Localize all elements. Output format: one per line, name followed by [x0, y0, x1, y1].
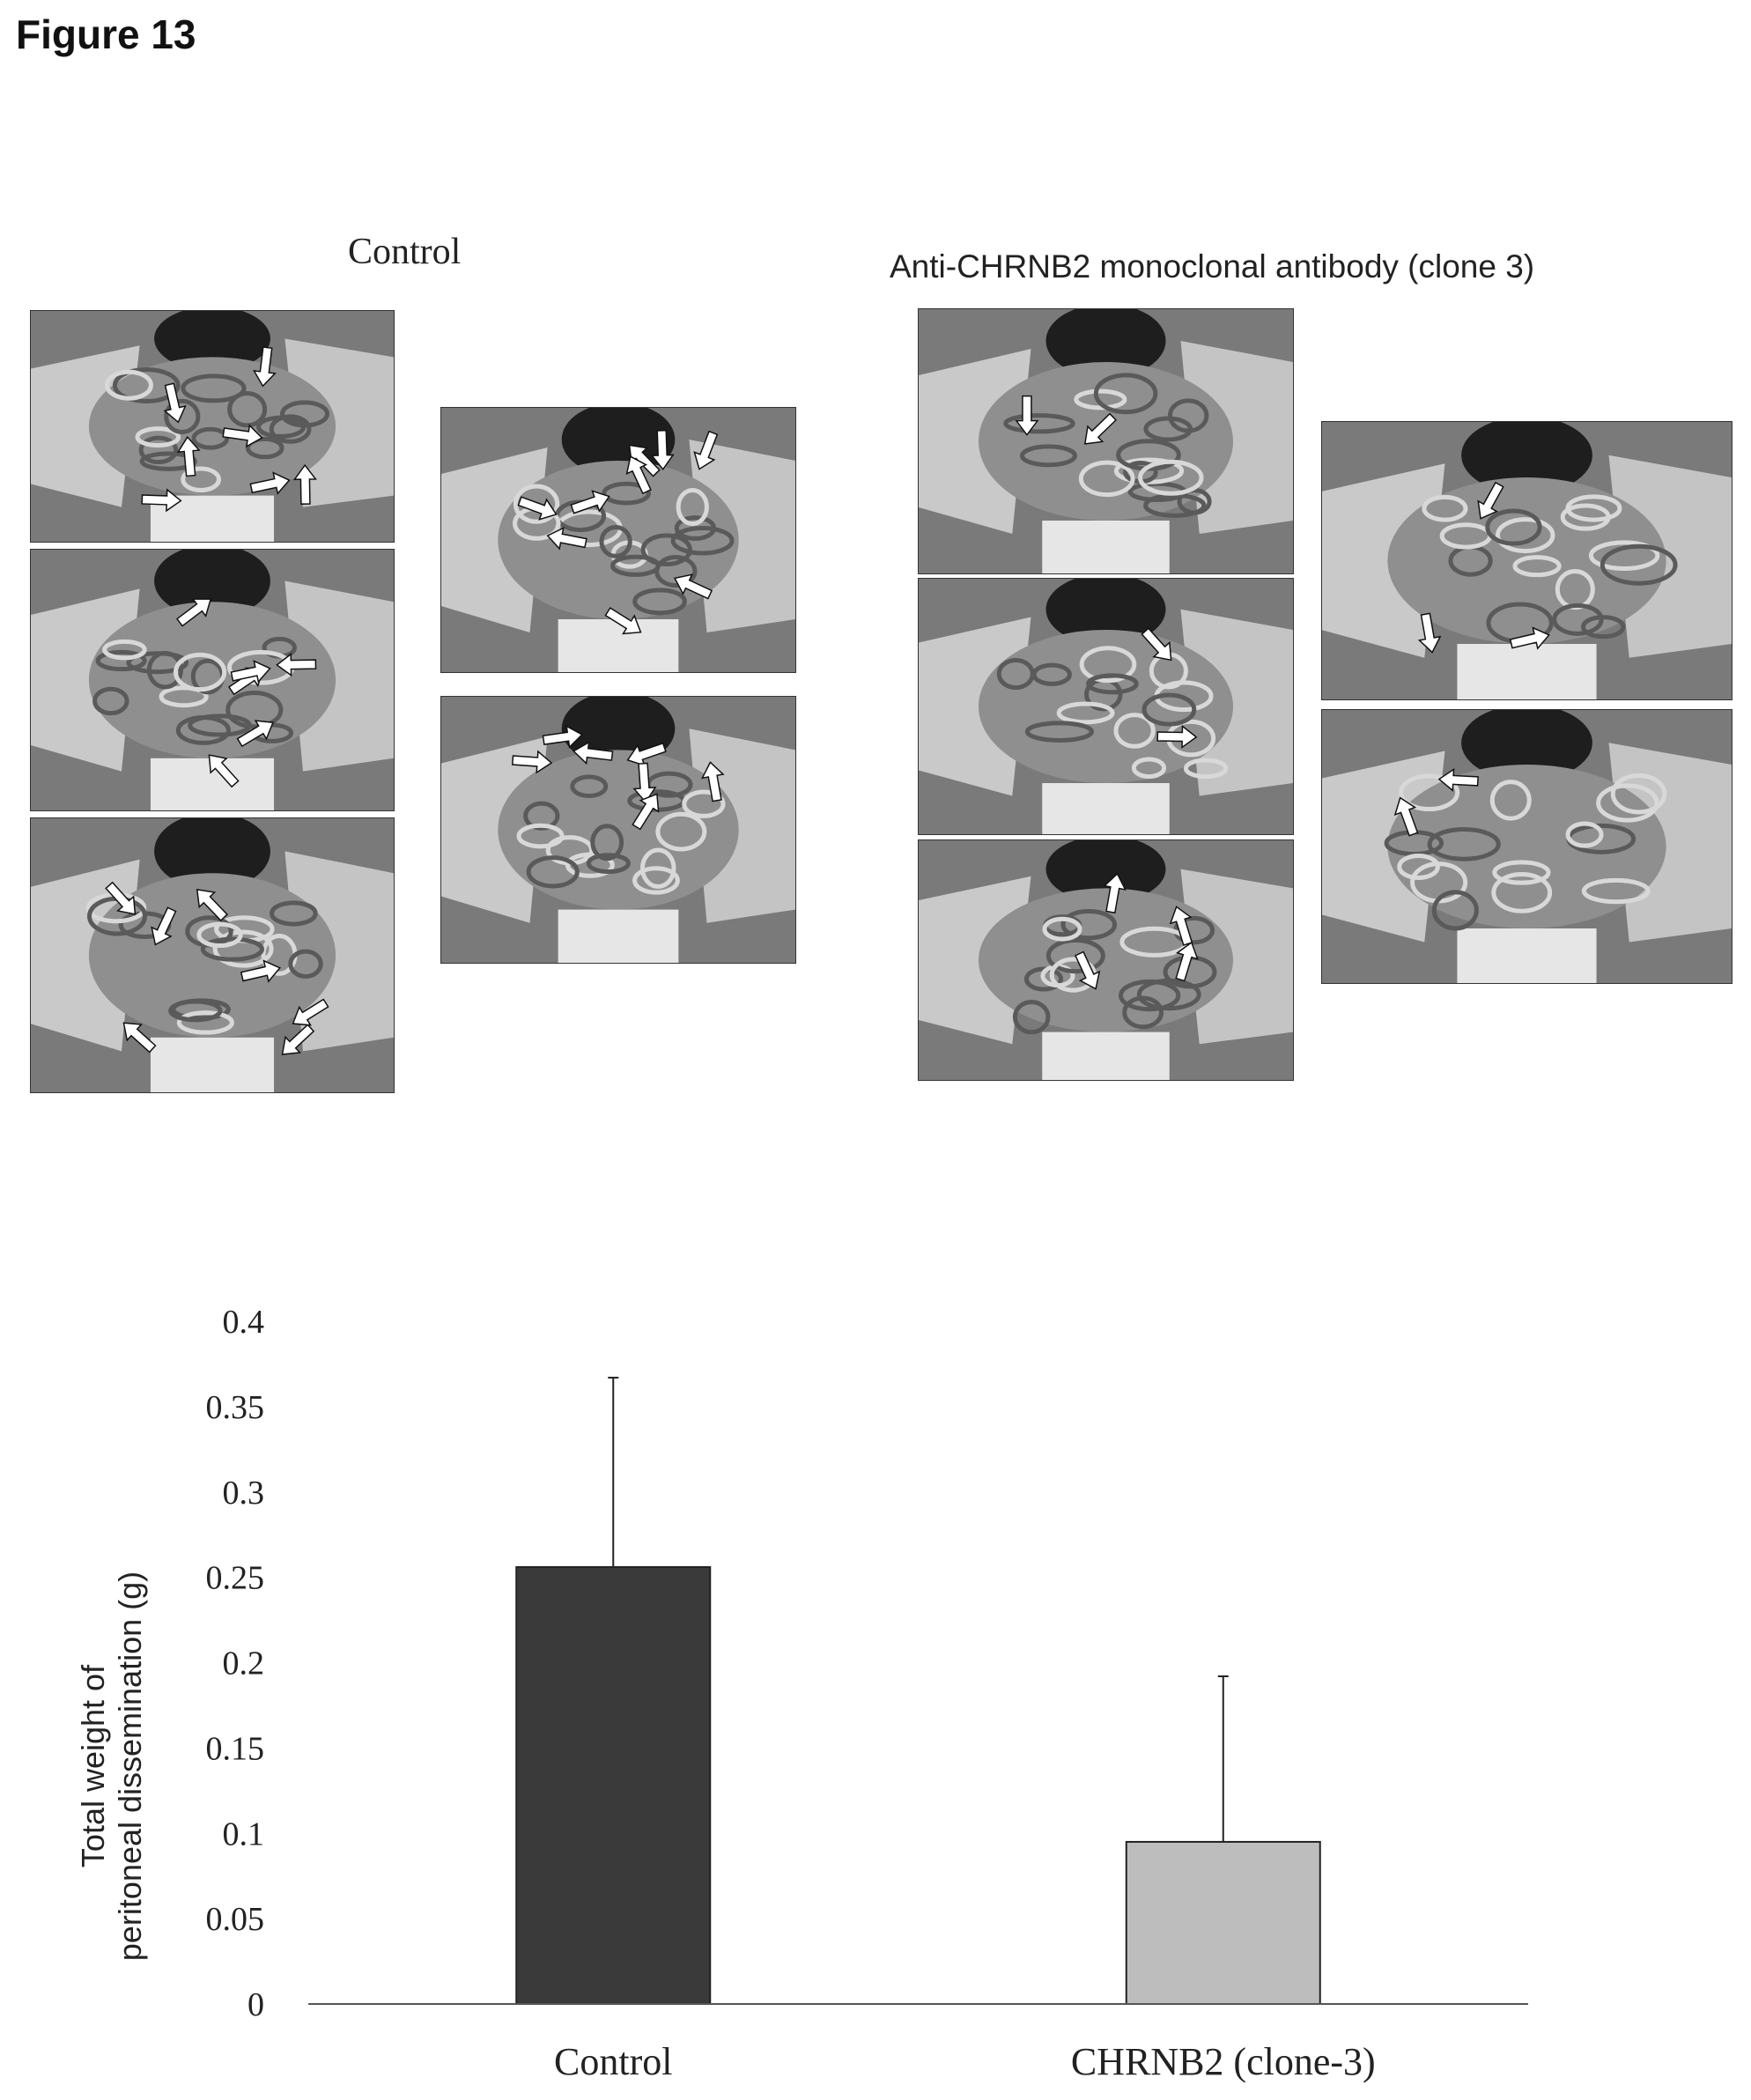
arrow-marker — [1141, 627, 1172, 662]
figure-title: Figure 13 — [16, 11, 196, 57]
antibody-photo-4 — [1321, 421, 1733, 700]
photo-graphic — [31, 311, 394, 542]
arrow-marker — [570, 490, 610, 514]
arrow-marker — [176, 435, 201, 477]
arrow-marker — [1074, 950, 1101, 990]
control-photo-4 — [440, 407, 796, 673]
arrow-marker — [105, 881, 137, 915]
arrow-marker — [1156, 724, 1198, 749]
arrow-marker — [1175, 941, 1199, 982]
arrow-marker — [151, 906, 177, 946]
x-category-label: Control — [554, 2040, 672, 2083]
bar-control — [515, 1566, 712, 2005]
arrow-marker — [1437, 767, 1479, 792]
arrow-marker — [693, 430, 719, 470]
arrow-marker — [573, 741, 614, 765]
arrow-marker — [650, 429, 675, 471]
arrow-marker — [542, 724, 583, 749]
x-category-label: CHRNB2 (clone-3) — [1071, 2040, 1376, 2083]
arrow-marker — [196, 888, 228, 922]
arrow-marker — [626, 742, 667, 767]
arrow-marker — [230, 660, 271, 684]
arrow-marker — [673, 573, 713, 600]
arrow-marker — [1417, 612, 1442, 654]
y-axis-title: Total weight of peritoneal dissemination… — [75, 1571, 148, 1961]
arrow-marker — [1477, 481, 1504, 520]
arrow-marker — [1103, 872, 1127, 914]
arrow-marker — [1083, 412, 1118, 445]
bar-chrnb2 — [1125, 1840, 1321, 2005]
photo-graphic — [919, 579, 1293, 834]
photo-graphic — [1322, 710, 1732, 983]
control-photo-3 — [30, 817, 395, 1093]
arrow-marker — [292, 998, 329, 1026]
arrow-marker — [546, 527, 587, 551]
control-photo-5 — [440, 696, 796, 964]
bar-chart: Total weight of peritoneal dissemination… — [75, 1304, 1528, 2083]
arrow-marker — [1169, 906, 1193, 946]
control-photo-2 — [30, 549, 395, 811]
arrow-marker — [249, 471, 291, 495]
photo-graphic — [441, 408, 795, 672]
y-tick-label: 0.1 — [223, 1815, 265, 1852]
arrow-marker — [122, 1022, 157, 1054]
arrow-marker — [281, 1024, 315, 1055]
arrow-marker — [1393, 796, 1419, 837]
arrow-marker — [141, 488, 182, 513]
photo-graphic — [31, 550, 394, 810]
photo-graphic — [441, 697, 795, 963]
antibody-photo-2 — [918, 578, 1294, 835]
arrow-marker — [517, 496, 558, 521]
control-group-label: Control — [348, 232, 462, 272]
y-tick-label: 0.35 — [206, 1389, 265, 1426]
y-tick-label: 0.15 — [206, 1730, 265, 1767]
arrow-marker — [292, 463, 317, 505]
arrow-marker — [701, 761, 725, 802]
arrow-marker — [511, 750, 553, 774]
arrow-marker — [240, 959, 282, 983]
arrow-marker — [163, 382, 187, 424]
y-tick-label: 0 — [248, 1986, 264, 2023]
arrow-marker — [276, 653, 317, 677]
y-axis-title-line2: peritoneal dissemination (g) — [112, 1571, 148, 1961]
arrow-marker — [175, 598, 212, 627]
y-axis-title-line1: Total weight of — [75, 1664, 111, 1867]
photo-graphic — [919, 840, 1293, 1080]
antibody-group-label: Anti-CHRNB2 monoclonal antibody (clone 3… — [890, 248, 1535, 285]
y-tick-label: 0.25 — [206, 1560, 265, 1597]
y-tick-label: 0.3 — [223, 1475, 265, 1512]
arrow-marker — [632, 793, 660, 831]
arrow-marker — [632, 762, 657, 803]
arrow-marker — [1015, 395, 1039, 436]
arrow-marker — [236, 720, 275, 748]
photo-graphic — [31, 818, 394, 1092]
control-photo-1 — [30, 310, 395, 543]
photo-graphic — [1322, 422, 1732, 699]
arrow-marker — [222, 424, 263, 448]
y-tick-label: 0.4 — [223, 1304, 265, 1341]
y-tick-label: 0.2 — [223, 1645, 265, 1682]
arrow-marker — [604, 607, 642, 635]
antibody-photo-3 — [918, 839, 1294, 1081]
y-tick-label: 0.05 — [206, 1901, 265, 1938]
arrow-marker — [625, 455, 652, 495]
arrow-marker — [253, 346, 277, 388]
antibody-photo-1 — [918, 308, 1294, 574]
arrow-marker — [1509, 626, 1550, 650]
antibody-photo-5 — [1321, 709, 1733, 984]
photo-graphic — [919, 309, 1293, 573]
arrow-marker — [208, 754, 240, 788]
